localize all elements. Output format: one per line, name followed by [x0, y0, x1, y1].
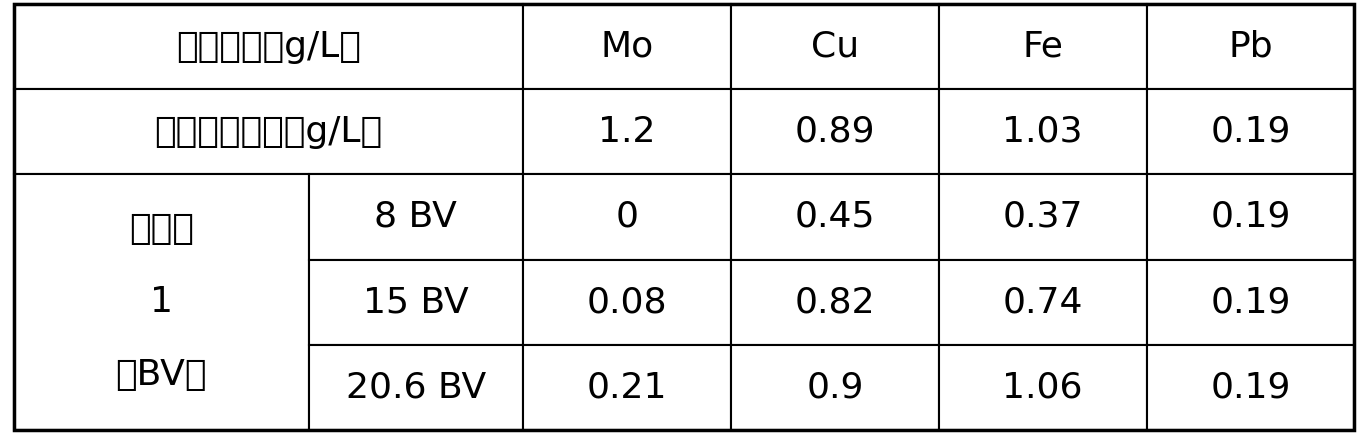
Bar — [1146, 89, 1354, 174]
Bar — [309, 345, 523, 430]
Text: 0.37: 0.37 — [1003, 200, 1083, 234]
Bar — [938, 4, 1146, 89]
Bar — [523, 4, 731, 89]
Text: 0.08: 0.08 — [587, 285, 668, 319]
Bar — [731, 174, 938, 260]
Text: Pb: Pb — [1228, 30, 1272, 64]
Bar — [938, 174, 1146, 260]
Bar — [523, 89, 731, 174]
Bar — [731, 4, 938, 89]
Bar — [1146, 4, 1354, 89]
Bar — [731, 89, 938, 174]
Bar — [309, 174, 523, 260]
Text: 0.19: 0.19 — [1211, 200, 1290, 234]
Text: 0.9: 0.9 — [806, 370, 863, 404]
Text: 流出液: 流出液 — [129, 212, 194, 246]
Bar — [1146, 174, 1354, 260]
Text: 0.82: 0.82 — [795, 285, 876, 319]
Bar — [1146, 260, 1354, 345]
Text: 1: 1 — [149, 285, 172, 319]
Text: 0.74: 0.74 — [1003, 285, 1083, 319]
Bar — [14, 89, 523, 174]
Bar — [938, 345, 1146, 430]
Bar — [731, 345, 938, 430]
Bar — [523, 174, 731, 260]
Text: 1.03: 1.03 — [1003, 115, 1083, 149]
Text: 1.06: 1.06 — [1003, 370, 1083, 404]
Text: 0: 0 — [616, 200, 639, 234]
Text: 0.89: 0.89 — [795, 115, 876, 149]
Text: Cu: Cu — [811, 30, 859, 64]
Text: 1.2: 1.2 — [598, 115, 655, 149]
Bar — [14, 174, 309, 430]
Text: 8 BV: 8 BV — [375, 200, 457, 234]
Bar — [523, 260, 731, 345]
Bar — [731, 260, 938, 345]
Text: 含馒酸性废水（g/L）: 含馒酸性废水（g/L） — [155, 115, 383, 149]
Text: Mo: Mo — [601, 30, 654, 64]
Bar — [523, 345, 731, 430]
Text: 20.6 BV: 20.6 BV — [346, 370, 486, 404]
Text: 0.19: 0.19 — [1211, 285, 1290, 319]
Text: 0.19: 0.19 — [1211, 370, 1290, 404]
Text: 0.21: 0.21 — [587, 370, 668, 404]
Text: 0.19: 0.19 — [1211, 115, 1290, 149]
Text: 金属杂质（g/L）: 金属杂质（g/L） — [176, 30, 361, 64]
Bar — [309, 260, 523, 345]
Bar — [938, 89, 1146, 174]
Text: 15 BV: 15 BV — [363, 285, 469, 319]
Bar — [1146, 345, 1354, 430]
Text: 0.45: 0.45 — [795, 200, 876, 234]
Text: （BV）: （BV） — [115, 358, 207, 392]
Bar — [938, 260, 1146, 345]
Text: Fe: Fe — [1022, 30, 1063, 64]
Bar — [14, 4, 523, 89]
